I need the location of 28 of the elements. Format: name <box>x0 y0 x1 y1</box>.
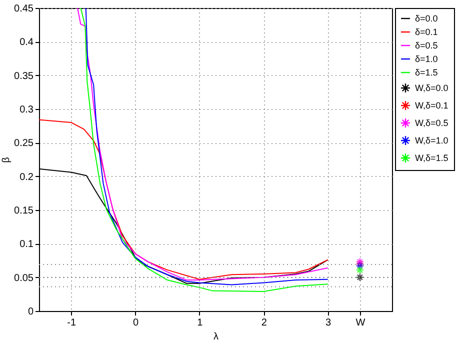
x-tick-label: 3 <box>326 318 332 328</box>
legend-label: δ=1.0 <box>415 54 438 64</box>
legend-label: W,δ=1.0 <box>415 136 448 146</box>
legend-label: δ=0.0 <box>415 14 438 24</box>
y-tick-label: 0.15 <box>14 206 34 216</box>
y-tick-label: 0.25 <box>14 138 34 150</box>
y-tick-label: 0.35 <box>14 70 34 82</box>
y-tick-label: 0 <box>28 306 34 318</box>
legend-label: W,δ=0.0 <box>415 83 448 93</box>
legend-label: δ=1.5 <box>415 68 438 78</box>
y-tick-label: 0.2 <box>20 172 34 183</box>
x-tick-label: W <box>356 318 366 328</box>
x-tick-label: -1 <box>67 318 76 328</box>
y-tick-label: 0.45 <box>14 4 34 14</box>
x-tick-label: 0 <box>132 318 139 328</box>
x-axis-title: λ <box>214 332 218 341</box>
legend-label: W,δ=1.5 <box>415 153 448 163</box>
y-tick-label: 0.3 <box>20 104 34 116</box>
legend-label: W,δ=0.1 <box>415 100 448 110</box>
legend-label: δ=0.5 <box>415 40 438 50</box>
x-tick-label: 2 <box>261 318 268 328</box>
y-axis-title: β <box>1 156 12 163</box>
y-tick-label: 0.4 <box>20 37 34 48</box>
legend-label: W,δ=0.5 <box>415 118 448 128</box>
y-tick-label: 0.05 <box>14 272 34 284</box>
x-tick-label: 1 <box>197 318 204 328</box>
y-tick-label: 0.1 <box>20 239 34 250</box>
legend-label: δ=0.1 <box>415 27 438 37</box>
